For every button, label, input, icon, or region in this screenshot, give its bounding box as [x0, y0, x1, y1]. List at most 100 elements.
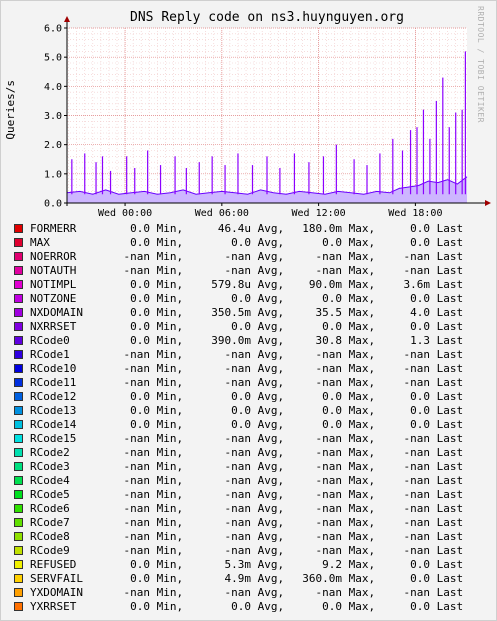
legend-swatch — [14, 490, 23, 499]
legend-row: YXDOMAIN -nan Min, -nan Avg, -nan Max, -nan … — [14, 586, 474, 600]
legend-max-value: 0.0 — [322, 390, 342, 403]
legend-name: SERVFAIL — [30, 572, 83, 585]
legend-avg-value: 0.0 — [231, 390, 251, 403]
legend-row: MAX 0.0 Min, 0.0 Avg, 0.0 Max, 0.0 Last — [14, 236, 474, 250]
legend-last-label: Last — [430, 600, 464, 613]
legend-swatch — [14, 462, 23, 471]
legend-max-value: 0.0 — [322, 404, 342, 417]
legend-last-value: 0.0 — [410, 404, 430, 417]
legend-min-label: Min, — [150, 446, 184, 459]
legend-last-label: Last — [430, 418, 464, 431]
legend-avg-value: 0.0 — [231, 236, 251, 249]
legend-swatch — [14, 434, 23, 443]
legend-swatch — [14, 448, 23, 457]
legend-avg-label: Avg, — [251, 446, 285, 459]
legend-last-value: 0.0 — [410, 600, 430, 613]
legend-last-label: Last — [430, 222, 464, 235]
legend-avg-label: Avg, — [251, 236, 285, 249]
legend-row: NOTIMPL 0.0 Min, 579.8u Avg, 90.0m Max, 3.6m… — [14, 278, 474, 292]
legend-last-label: Last — [430, 446, 464, 459]
legend-avg-value: 0.0 — [231, 418, 251, 431]
legend-name: RCode6 — [30, 502, 70, 515]
legend-row: NOERROR -nan Min, -nan Avg, -nan Max, -nan L… — [14, 250, 474, 264]
legend-max-label: Max, — [342, 558, 376, 571]
legend-avg-label: Avg, — [251, 586, 285, 599]
legend-last-label: Last — [430, 474, 464, 487]
legend-max-label: Max, — [342, 264, 376, 277]
legend-swatch — [14, 364, 23, 373]
legend-swatch — [14, 224, 23, 233]
legend-last-value: -nan — [403, 348, 431, 361]
legend-max-value: -nan — [315, 488, 343, 501]
legend-swatch — [14, 280, 23, 289]
legend-row: RCode2 -nan Min, -nan Avg, -nan Max, -nan La… — [14, 446, 474, 460]
legend-name: YXDOMAIN — [30, 586, 83, 599]
legend-avg-label: Avg, — [251, 264, 285, 277]
legend-last-value: -nan — [403, 446, 431, 459]
legend-swatch — [14, 574, 23, 583]
legend-min-label: Min, — [150, 432, 184, 445]
legend-min-value: -nan — [123, 432, 151, 445]
legend-max-label: Max, — [342, 586, 376, 599]
legend-last-value: 0.0 — [410, 418, 430, 431]
legend-avg-value: -nan — [224, 586, 252, 599]
legend-min-label: Min, — [150, 474, 184, 487]
legend-last-value: 1.3 — [410, 334, 430, 347]
legend-name: RCode14 — [30, 418, 77, 431]
legend-max-label: Max, — [342, 544, 376, 557]
legend-max-label: Max, — [342, 446, 376, 459]
legend-min-label: Min, — [150, 572, 184, 585]
chart-title: DNS Reply code on ns3.huynguyen.org — [130, 10, 404, 25]
legend-last-label: Last — [430, 516, 464, 529]
legend-max-value: 360.0m — [302, 572, 342, 585]
legend-last-value: 0.0 — [410, 558, 430, 571]
legend-min-label: Min, — [150, 488, 184, 501]
legend-name: RCode10 — [30, 362, 77, 375]
legend-last-label: Last — [430, 544, 464, 557]
legend-min-value: -nan — [123, 488, 151, 501]
legend-max-label: Max, — [342, 474, 376, 487]
legend-avg-value: -nan — [224, 376, 252, 389]
legend-name: NOTAUTH — [30, 264, 77, 277]
legend-last-value: -nan — [403, 516, 431, 529]
legend-min-label: Min, — [150, 376, 184, 389]
legend-max-label: Max, — [342, 278, 376, 291]
legend-max-value: 90.0m — [308, 278, 342, 291]
legend-swatch — [14, 266, 23, 275]
legend-min-value: -nan — [123, 460, 151, 473]
legend-min-value: 0.0 — [130, 600, 150, 613]
legend-min-label: Min, — [150, 320, 184, 333]
legend-swatch — [14, 252, 23, 261]
legend-avg-value: -nan — [224, 474, 252, 487]
legend-avg-label: Avg, — [251, 544, 285, 557]
legend-last-value: -nan — [403, 544, 431, 557]
legend-max-value: -nan — [315, 362, 343, 375]
legend-avg-value: 0.0 — [231, 320, 251, 333]
legend-name: NOERROR — [30, 250, 77, 263]
legend-last-label: Last — [430, 306, 464, 319]
legend-row: RCode7 -nan Min, -nan Avg, -nan Max, -nan La… — [14, 516, 474, 530]
y-tick-label: 6.0 — [44, 24, 62, 35]
legend-swatch — [14, 392, 23, 401]
legend-max-value: -nan — [315, 460, 343, 473]
legend-max-label: Max, — [342, 460, 376, 473]
legend-row: SERVFAIL 0.0 Min, 4.9m Avg, 360.0m Max, 0.0 … — [14, 572, 474, 586]
legend-swatch — [14, 294, 23, 303]
legend-min-value: -nan — [123, 348, 151, 361]
legend-max-label: Max, — [342, 236, 376, 249]
legend-min-label: Min, — [150, 334, 184, 347]
legend-avg-label: Avg, — [251, 222, 285, 235]
legend-swatch — [14, 308, 23, 317]
legend-row: NOTZONE 0.0 Min, 0.0 Avg, 0.0 Max, 0.0 Last — [14, 292, 474, 306]
legend-name: NOTZONE — [30, 292, 77, 305]
legend-max-label: Max, — [342, 376, 376, 389]
legend-avg-value: -nan — [224, 432, 252, 445]
legend-avg-value: -nan — [224, 460, 252, 473]
legend-last-value: 0.0 — [410, 222, 430, 235]
x-tick-label: Wed 00:00 — [98, 208, 152, 219]
legend-last-label: Last — [430, 488, 464, 501]
rrdtool-watermark: RRDTOOL / TOBI OETIKER — [476, 6, 485, 123]
legend-last-label: Last — [430, 334, 464, 347]
legend-row: RCode6 -nan Min, -nan Avg, -nan Max, -nan La… — [14, 502, 474, 516]
legend-row: RCode12 0.0 Min, 0.0 Avg, 0.0 Max, 0.0 Last — [14, 390, 474, 404]
